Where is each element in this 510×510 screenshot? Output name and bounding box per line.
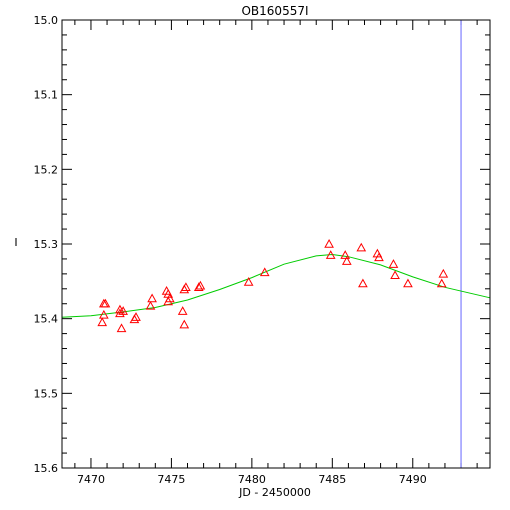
data-point <box>259 267 270 277</box>
plot-frame <box>61 19 491 469</box>
data-point <box>325 250 336 259</box>
data-point <box>388 259 399 268</box>
y-tick-label: 15.2 <box>34 163 59 176</box>
data-point <box>243 277 254 286</box>
x-tick-label: 7490 <box>399 473 427 486</box>
x-tick-label: 7475 <box>157 473 185 486</box>
y-tick-label: 15.0 <box>34 14 59 27</box>
x-axis-label: JD - 2450000 <box>238 486 311 499</box>
data-point <box>195 280 206 290</box>
y-axis-label: I <box>14 236 17 249</box>
data-point <box>436 278 447 288</box>
data-point <box>358 278 368 288</box>
data-point <box>179 319 190 329</box>
data-point <box>131 312 141 321</box>
data-point <box>118 306 128 315</box>
y-tick-label: 15.1 <box>34 89 59 102</box>
data-point <box>97 317 108 327</box>
data-point <box>341 256 352 265</box>
data-point <box>403 278 413 288</box>
data-point <box>193 282 204 292</box>
data-point <box>356 242 367 252</box>
model-curve <box>61 253 491 318</box>
chart-title: OB160557I <box>241 4 308 18</box>
x-tick-label: 7485 <box>318 473 346 486</box>
data-point <box>181 282 191 292</box>
data-point <box>98 309 109 319</box>
y-tick-label: 15.6 <box>34 462 59 475</box>
x-tick-label: 7480 <box>238 473 266 486</box>
data-point <box>145 300 156 310</box>
data-point <box>116 323 127 333</box>
data-point <box>147 293 157 303</box>
x-tick-label: 7470 <box>77 473 105 486</box>
y-tick-label: 15.4 <box>34 313 59 326</box>
data-point <box>324 238 334 248</box>
y-tick-label: 15.5 <box>34 387 59 400</box>
data-point <box>390 270 400 280</box>
data-point <box>177 306 188 315</box>
y-tick-label: 15.3 <box>34 238 59 251</box>
data-point <box>100 298 111 308</box>
data-point <box>164 293 175 303</box>
chart-marks <box>61 20 491 468</box>
data-point <box>438 268 449 278</box>
data-point <box>340 250 351 259</box>
data-point <box>374 252 384 262</box>
axis-ticks: 7470 7475 7480 7485 7490 15.0 15.1 15.2 15.3 15.4… <box>34 14 490 486</box>
data-point <box>115 308 125 318</box>
